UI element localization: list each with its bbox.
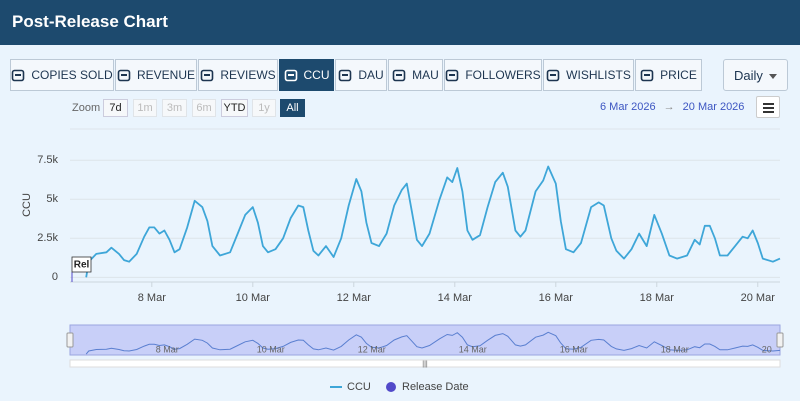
x-tick-label: 16 Mar (539, 292, 574, 304)
tab-icon (339, 69, 352, 82)
x-tick-label: 12 Mar (337, 292, 372, 304)
tab-icon (546, 69, 560, 82)
navigator-tick-label: 14 Mar (459, 344, 487, 354)
tab-icon (446, 69, 459, 82)
page-title: Post-Release Chart (12, 12, 168, 31)
zoom-button: 3m (162, 99, 187, 117)
tab[interactable]: REVIEWS (198, 59, 278, 91)
zoom-button[interactable]: YTD (221, 99, 248, 117)
scrollbar-grip: ||| (422, 361, 428, 368)
tab[interactable]: PRICE (635, 59, 702, 91)
navigator-tick-label: 18 Mar (661, 344, 689, 354)
tab-label: DAU (358, 68, 384, 82)
x-tick-label: 8 Mar (138, 292, 166, 304)
release-flag (71, 256, 92, 273)
tab-label: CCU (303, 68, 330, 82)
tab-icon (284, 69, 297, 82)
interval-select[interactable]: Daily (723, 59, 788, 91)
tab-label: WISHLISTS (566, 68, 631, 82)
navigator-tick-label: 8 Mar (156, 344, 179, 354)
x-tick-label: 20 Mar (741, 292, 776, 304)
scrollbar[interactable] (69, 359, 781, 368)
zoom-button: 1m (133, 99, 157, 117)
y-tick-label: 0 (52, 271, 58, 283)
navigator-handle[interactable] (66, 332, 74, 348)
legend-swatch (386, 382, 396, 392)
x-tick-label: 14 Mar (438, 292, 473, 304)
date-range: 6 Mar 2026 → 20 Mar 2026 (600, 101, 744, 113)
zoom-label: Zoom (72, 102, 101, 114)
range-separator: → (663, 101, 675, 113)
y-tick-label: 5k (46, 193, 58, 205)
tab[interactable]: COPIES SOLD (10, 59, 114, 91)
tab[interactable]: WISHLISTS (543, 59, 634, 91)
tab[interactable]: CCU (279, 59, 334, 91)
tab[interactable]: DAU (335, 59, 387, 91)
tab-label: REVENUE (136, 68, 195, 82)
tab-label: COPIES SOLD (31, 68, 113, 82)
menu-button[interactable] (756, 96, 780, 118)
navigator-line (85, 331, 781, 355)
ccu-line (85, 165, 781, 278)
tab[interactable]: MAU (388, 59, 443, 91)
x-tick-label: 18 Mar (640, 292, 675, 304)
zoom-button: 6m (192, 99, 216, 117)
range-to[interactable]: 20 Mar 2026 (682, 101, 745, 113)
tab[interactable]: REVENUE (115, 59, 197, 91)
navigator-tick-label: 16 Mar (560, 344, 588, 354)
navigator-tick-label: 12 Mar (358, 344, 386, 354)
tab-icon (201, 69, 214, 82)
zoom-button[interactable]: All (280, 99, 305, 117)
tab-label: PRICE (660, 68, 697, 82)
legend-label[interactable]: CCU (347, 381, 371, 393)
release-flag-label: Rel (74, 260, 90, 271)
range-from[interactable]: 6 Mar 2026 (600, 101, 656, 113)
tab-icon (12, 69, 25, 82)
y-tick-label: 7.5k (37, 154, 58, 166)
tab-icon (392, 69, 406, 82)
zoom-button[interactable]: 7d (103, 99, 128, 117)
navigator-tick-label: 20 Mar (762, 344, 790, 354)
tab[interactable]: FOLLOWERS (444, 59, 542, 91)
tab-label: MAU (412, 68, 439, 82)
zoom-button: 1y (252, 99, 276, 117)
header: Post-Release Chart (0, 0, 800, 45)
navigator-tick-label: 10 Mar (257, 344, 285, 354)
navigator-mask (69, 324, 781, 356)
tab-icon (117, 69, 131, 82)
y-tick-label: 2.5k (37, 232, 58, 244)
legend-label[interactable]: Release Date (402, 381, 469, 393)
y-axis-label: CCU (21, 193, 33, 217)
navigator-handle[interactable] (776, 332, 784, 348)
tab-label: REVIEWS (220, 68, 276, 82)
tab-icon (640, 69, 654, 82)
tab-label: FOLLOWERS (465, 68, 541, 82)
x-tick-label: 10 Mar (236, 292, 271, 304)
